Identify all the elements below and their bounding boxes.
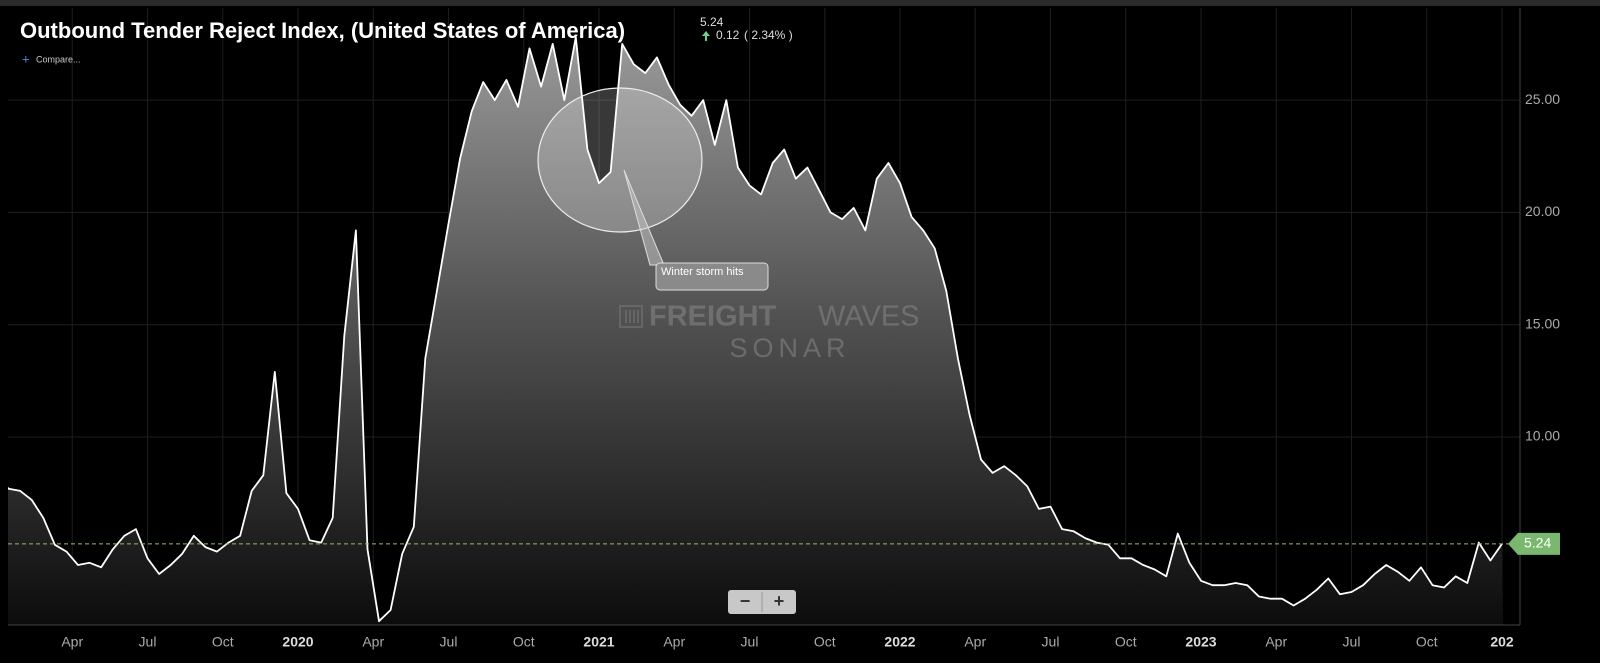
- zoom-controls: − +: [728, 590, 796, 614]
- x-tick-label: Oct: [212, 634, 234, 650]
- x-tick-label: 202: [1490, 634, 1514, 650]
- change-arrow: [702, 31, 710, 41]
- x-tick-label: Jul: [440, 634, 458, 650]
- x-tick-label: 2020: [282, 634, 313, 650]
- annotation-box: [655, 262, 769, 291]
- x-tick-label: Oct: [1115, 634, 1137, 650]
- watermark: FREIGHT WAVES SONAR: [619, 301, 920, 363]
- x-tick-label: Apr: [1265, 634, 1287, 650]
- area-fill: [8, 37, 1502, 625]
- x-tick-label: Apr: [362, 634, 384, 650]
- x-tick-label: Oct: [814, 634, 836, 650]
- x-tick-label: 2022: [884, 634, 915, 650]
- y-tick-label: 25.00: [1525, 91, 1560, 107]
- plot-area: [8, 36, 1520, 625]
- x-tick-label: Jul: [139, 634, 157, 650]
- top-strip: [0, 0, 1600, 6]
- annotation: Winter storm hits: [537, 87, 769, 291]
- x-tick-label: 2023: [1185, 634, 1216, 650]
- watermark-icon: [619, 305, 643, 328]
- header-change: 0.12: [716, 28, 740, 42]
- annotation-text: Winter storm hits: [661, 266, 744, 278]
- compare-label[interactable]: Compare...: [36, 54, 81, 64]
- current-value-tag: [1508, 532, 1560, 555]
- x-tick-label: Apr: [61, 634, 83, 650]
- line: [8, 36, 1503, 623]
- x-tick-label: Jul: [741, 634, 759, 650]
- header-value: 5.24: [700, 15, 724, 29]
- zoom-in-button[interactable]: +: [774, 591, 785, 611]
- x-tick-label: Apr: [663, 634, 685, 650]
- chart-title: Outbound Tender Reject Index, (United St…: [20, 18, 625, 43]
- watermark-sub: SONAR: [729, 333, 850, 363]
- x-tick-label: Apr: [964, 634, 986, 650]
- annotation-circle: [537, 87, 703, 233]
- x-tick-label: Jul: [1042, 634, 1060, 650]
- current-value-label: 5.24: [1524, 535, 1551, 551]
- compare-plus-icon: +: [22, 51, 30, 66]
- y-tick-label: 10.00: [1525, 428, 1560, 444]
- watermark-bold: FREIGHT: [649, 301, 777, 333]
- x-tick-label: Oct: [1416, 634, 1438, 650]
- y-tick-label: 20.00: [1525, 203, 1560, 219]
- x-tick-label: 2021: [583, 634, 614, 650]
- watermark-light: WAVES: [818, 301, 920, 333]
- overlay: 10.00 15.00 20.00 25.00 Apr Jul Oct 2020 Apr Jul O…: [61, 91, 1560, 650]
- x-tick-label: Oct: [513, 634, 535, 650]
- y-tick-label: 15.00: [1525, 315, 1560, 331]
- header-change-percent: ( 2.34% ): [744, 28, 793, 42]
- compare-button[interactable]: + Compare...: [22, 51, 81, 66]
- x-tick-label: Jul: [1343, 634, 1361, 650]
- zoom-out-button[interactable]: −: [740, 591, 751, 611]
